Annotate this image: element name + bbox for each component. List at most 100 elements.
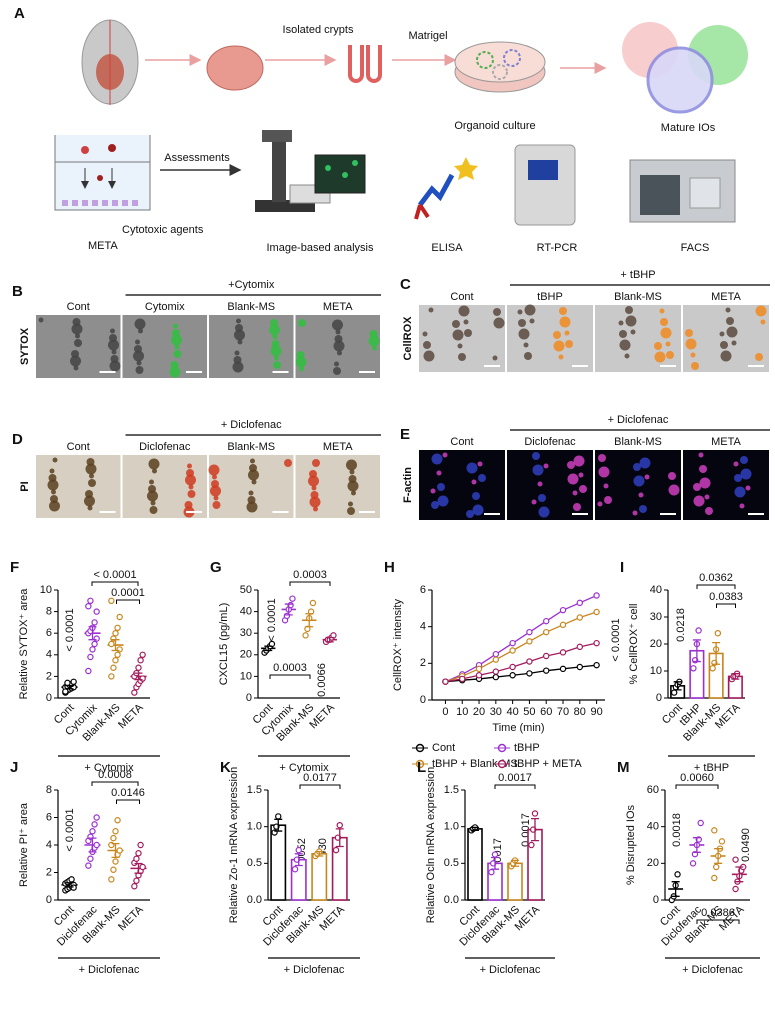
schematic-label: Cytotoxic agents <box>122 224 204 236</box>
cell-blob <box>755 353 763 361</box>
cell-blob <box>109 360 121 372</box>
cell-blob <box>624 353 630 359</box>
cell-blob <box>72 318 81 326</box>
data-point <box>116 847 123 854</box>
cell-blob <box>248 469 259 481</box>
cell-blob <box>719 331 725 337</box>
group-label: + Diclofenac <box>221 419 282 431</box>
bracket <box>116 799 140 804</box>
column-label: Blank-MS <box>227 441 275 453</box>
data-point <box>695 627 702 634</box>
cell-blob <box>518 328 530 340</box>
group-label: + Diclofenac <box>480 964 541 976</box>
cell-blob <box>110 355 119 363</box>
cell-blob <box>452 320 460 328</box>
y-tick-label: 1.0 <box>444 821 459 833</box>
data-point <box>711 827 718 834</box>
cell-blob <box>518 319 526 327</box>
p-value: 0.0066 <box>316 663 328 697</box>
error-bar <box>88 837 97 853</box>
cell-blob <box>269 324 280 336</box>
cell-blob <box>313 506 318 512</box>
y-tick-label: 0 <box>653 894 659 906</box>
cell-blob <box>333 340 345 352</box>
cell-blob <box>442 452 448 458</box>
y-tick-label: 4 <box>46 839 52 851</box>
y-axis-label: % Disrupted IOs <box>625 804 637 885</box>
cell-blob <box>740 468 752 480</box>
data-point <box>110 664 117 671</box>
p-value: 0.0003 <box>293 569 327 581</box>
cell-blob <box>644 474 650 480</box>
error-bar <box>65 882 74 888</box>
cell-blob <box>233 356 242 364</box>
cell-blob <box>660 327 672 339</box>
bracket <box>289 581 331 586</box>
data-point <box>112 630 119 637</box>
data-point <box>89 646 96 653</box>
column-label: Cont <box>450 436 473 448</box>
p-value: < 0.0001 <box>64 608 76 651</box>
cell-blob <box>698 452 704 458</box>
data-point <box>87 855 94 862</box>
series-point <box>543 628 550 636</box>
group-label: + Diclofenac <box>284 964 345 976</box>
cell-blob <box>332 319 343 331</box>
schematic-label: Assessments <box>164 152 230 164</box>
error-bar <box>305 613 314 628</box>
cell-blob <box>463 319 469 325</box>
cell-blob <box>136 360 142 366</box>
y-tick-label: 50 <box>240 584 252 596</box>
cell-blob <box>185 474 196 486</box>
cell-blob <box>213 495 219 501</box>
cell-blob <box>296 351 305 359</box>
cell-blob <box>619 330 627 338</box>
column-label: Blank-MS <box>614 436 662 448</box>
cell-blob <box>135 339 140 345</box>
cell-blob <box>147 490 158 502</box>
cell-blob <box>251 479 257 485</box>
series-point <box>492 668 500 675</box>
series-point <box>509 639 516 647</box>
x-tick-label: 40 <box>506 706 518 718</box>
cell-blob <box>250 458 255 464</box>
error-bar <box>471 826 479 831</box>
cell-blob <box>618 320 624 326</box>
group-label: + tBHP <box>620 269 655 281</box>
cell-blob <box>212 474 217 480</box>
data-point <box>70 884 77 891</box>
data-point <box>89 828 96 835</box>
cell-blob <box>690 352 696 358</box>
data-point <box>93 841 100 849</box>
data-point <box>116 613 123 621</box>
data-point <box>91 821 98 828</box>
cell-blob <box>335 329 341 335</box>
cell-blob <box>720 350 732 362</box>
panel-label: B <box>12 283 23 300</box>
data-point <box>131 883 138 890</box>
series-point <box>576 643 584 651</box>
x-tick-label: 70 <box>557 706 569 718</box>
cell-blob <box>87 505 93 511</box>
data-point <box>714 630 722 637</box>
p-value: 0.0177 <box>303 772 337 784</box>
error-bar <box>714 848 723 864</box>
cell-blob <box>274 355 279 361</box>
y-tick-label: 6 <box>46 811 52 823</box>
cell-blob <box>457 343 463 349</box>
cell-blob <box>524 304 536 316</box>
y-tick-label: 20 <box>240 649 252 661</box>
series-point <box>593 608 600 616</box>
cell-blob <box>270 345 282 357</box>
bracket <box>91 781 139 786</box>
cell-blob <box>149 479 154 485</box>
cell-blob <box>310 491 319 499</box>
y-tick-label: 1.5 <box>247 784 262 796</box>
x-tick-label: 80 <box>574 706 586 718</box>
schematic-label: Mature IOs <box>661 122 716 134</box>
column-label: META <box>323 301 353 313</box>
series-point <box>475 672 483 679</box>
cell-blob <box>638 492 644 498</box>
data-point <box>85 862 92 869</box>
cell-blob <box>597 501 603 507</box>
